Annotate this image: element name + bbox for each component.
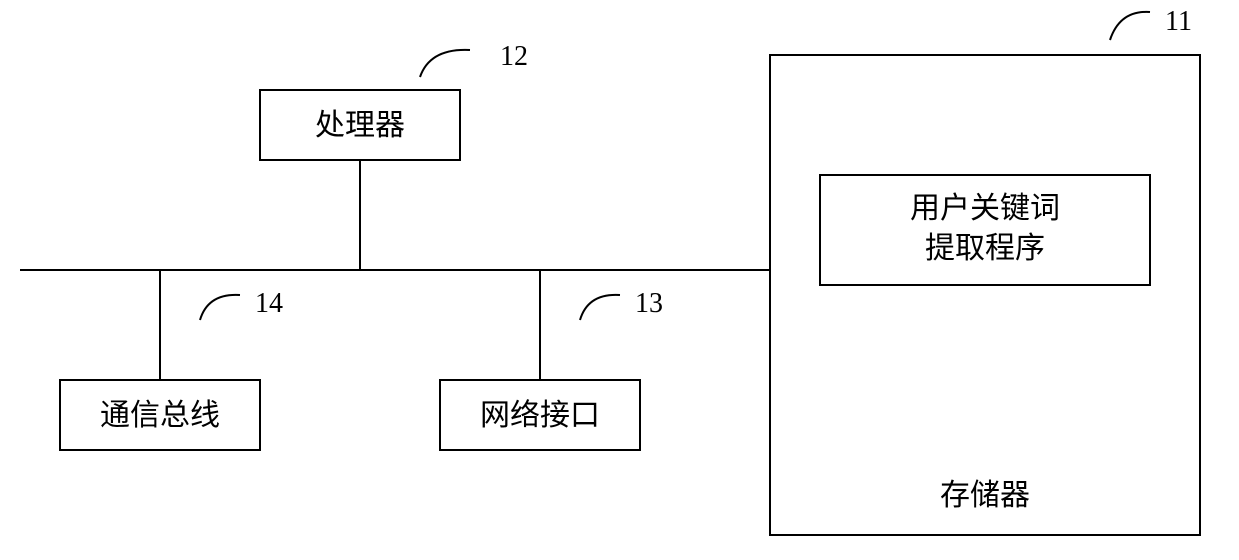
memory-lead xyxy=(1110,12,1150,40)
comm-bus-id: 14 xyxy=(255,288,283,319)
net-if-lead xyxy=(580,295,620,320)
memory-label: 存储器 xyxy=(940,479,1030,512)
program-label-line1: 用户关键词 xyxy=(910,192,1060,225)
memory-box xyxy=(770,55,1200,535)
processor-id: 12 xyxy=(500,41,528,72)
processor-lead xyxy=(420,50,470,77)
memory-id: 11 xyxy=(1165,6,1192,37)
net-if-label: 网络接口 xyxy=(480,399,600,432)
program-label-line2: 提取程序 xyxy=(925,232,1045,265)
comm-bus-lead xyxy=(200,295,240,320)
processor-label: 处理器 xyxy=(315,109,405,142)
net-if-id: 13 xyxy=(635,288,663,319)
comm-bus-label: 通信总线 xyxy=(100,399,220,432)
